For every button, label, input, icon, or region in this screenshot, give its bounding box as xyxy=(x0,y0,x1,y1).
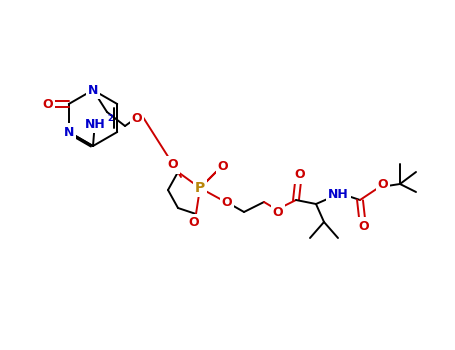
Text: O: O xyxy=(42,98,53,111)
Text: NH: NH xyxy=(85,118,106,131)
Text: P: P xyxy=(195,181,205,195)
Text: O: O xyxy=(168,159,178,172)
Text: N: N xyxy=(64,126,74,139)
Text: O: O xyxy=(131,112,142,125)
Text: O: O xyxy=(378,177,388,190)
Text: O: O xyxy=(217,160,228,173)
Text: O: O xyxy=(359,219,369,232)
Text: O: O xyxy=(222,196,233,209)
Text: O: O xyxy=(295,168,305,182)
Text: 2: 2 xyxy=(107,114,113,123)
Text: N: N xyxy=(88,84,98,97)
Text: O: O xyxy=(273,205,283,218)
Text: NH: NH xyxy=(328,188,349,201)
Text: O: O xyxy=(189,217,199,230)
